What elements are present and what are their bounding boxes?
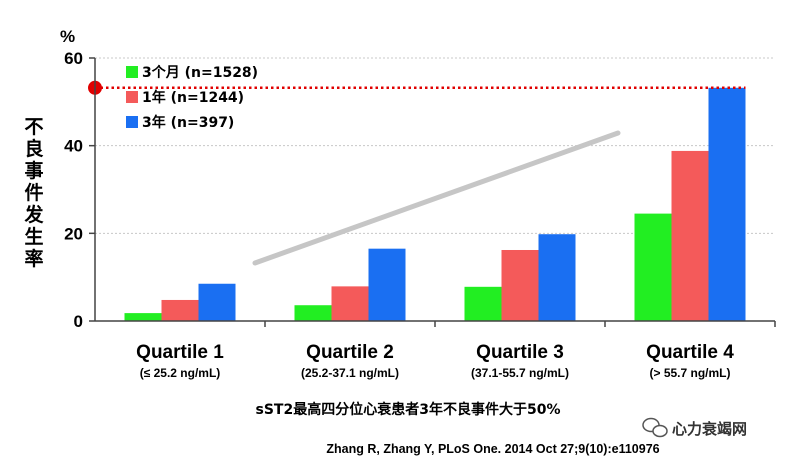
y-tick-label: 40 bbox=[64, 137, 83, 156]
bar bbox=[198, 283, 236, 321]
y-tick-label: 60 bbox=[64, 49, 83, 68]
bar bbox=[368, 248, 406, 321]
bar bbox=[634, 213, 672, 321]
legend-swatch bbox=[126, 116, 138, 128]
x-category-label: Quartile 4 bbox=[646, 342, 734, 363]
x-category-sublabel: (37.1-55.7 ng/mL) bbox=[471, 366, 569, 380]
watermark: 心力衰竭网 bbox=[642, 417, 747, 438]
chart-caption: sST2最高四分位心衰患者3年不良事件大于50% bbox=[256, 401, 561, 418]
y-tick-label: 0 bbox=[74, 312, 83, 331]
x-category-label: Quartile 3 bbox=[476, 342, 564, 363]
y-axis-ticks: 0 20 40 60 bbox=[64, 49, 95, 331]
y-unit-label: % bbox=[60, 27, 75, 46]
watermark-text: 心力衰竭网 bbox=[672, 420, 747, 438]
x-category-sublabel: (≤ 25.2 ng/mL) bbox=[140, 366, 221, 380]
y-axis-label: 不良事件发生率 bbox=[23, 116, 44, 270]
y-tick-label: 20 bbox=[64, 224, 83, 243]
wechat-icon bbox=[642, 417, 668, 438]
legend-swatch bbox=[126, 66, 138, 78]
legend-label: 3年 (n=397) bbox=[142, 114, 234, 131]
bar bbox=[708, 87, 746, 321]
x-category-label: Quartile 1 bbox=[136, 342, 224, 363]
bar bbox=[671, 150, 709, 321]
legend: 3个月 (n=1528) 1年 (n=1244) 3年 (n=397) bbox=[126, 64, 258, 131]
citation: Zhang R, Zhang Y, PLoS One. 2014 Oct 27;… bbox=[326, 442, 659, 456]
bar bbox=[124, 313, 162, 321]
x-category-sublabel: (> 55.7 ng/mL) bbox=[649, 366, 730, 380]
legend-swatch bbox=[126, 91, 138, 103]
x-category-sublabel: (25.2-37.1 ng/mL) bbox=[301, 366, 399, 380]
legend-label: 3个月 (n=1528) bbox=[142, 64, 258, 81]
legend-label: 1年 (n=1244) bbox=[142, 89, 244, 106]
bar bbox=[464, 286, 502, 321]
trend-arrow-line bbox=[252, 130, 621, 266]
bar bbox=[331, 286, 369, 321]
bar bbox=[294, 305, 332, 321]
bar bbox=[161, 299, 199, 321]
bar bbox=[538, 234, 576, 321]
x-category-label: Quartile 2 bbox=[306, 342, 394, 363]
x-axis-labels: Quartile 1 (≤ 25.2 ng/mL) Quartile 2 (25.2-… bbox=[136, 321, 776, 380]
gridlines bbox=[95, 57, 775, 234]
bar bbox=[501, 249, 539, 321]
bars bbox=[124, 87, 746, 321]
